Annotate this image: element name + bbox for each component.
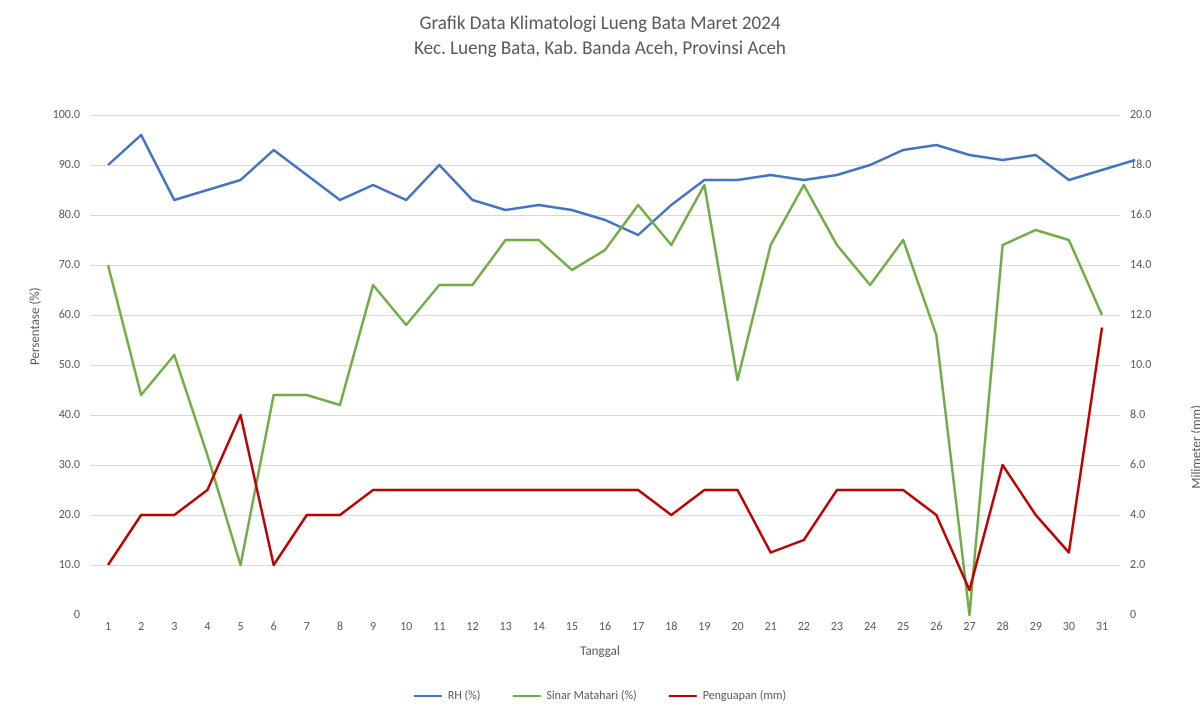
x-tick: 25 xyxy=(888,620,918,634)
legend-label: Sinar Matahari (%) xyxy=(546,689,636,703)
chart-title-line1: Grafik Data Klimatologi Lueng Bata Maret… xyxy=(420,12,781,35)
y-left-tick: 60.0 xyxy=(40,308,80,322)
x-tick: 20 xyxy=(723,620,753,634)
x-tick: 18 xyxy=(656,620,686,634)
y-right-axis-label: Milimeter (mm) xyxy=(1190,405,1200,489)
x-tick: 29 xyxy=(1021,620,1051,634)
y-left-tick: 50.0 xyxy=(40,358,80,372)
x-axis-label: Tanggal xyxy=(580,644,620,659)
x-tick: 5 xyxy=(226,620,256,634)
y-right-tick: 16.0 xyxy=(1130,208,1170,222)
x-tick: 19 xyxy=(689,620,719,634)
y-right-tick: 10.0 xyxy=(1130,358,1170,372)
legend-item: Penguapan (mm) xyxy=(669,689,786,703)
legend-label: Penguapan (mm) xyxy=(703,689,786,703)
y-right-tick: 6.0 xyxy=(1130,458,1170,472)
y-left-axis-label: Persentase (%) xyxy=(28,287,43,365)
legend-swatch xyxy=(414,695,442,697)
y-right-tick: 14.0 xyxy=(1130,258,1170,272)
x-tick: 30 xyxy=(1054,620,1084,634)
x-tick: 7 xyxy=(292,620,322,634)
legend-swatch xyxy=(669,695,697,697)
series-line xyxy=(108,135,1135,235)
x-tick: 9 xyxy=(358,620,388,634)
y-left-tick: 30.0 xyxy=(40,458,80,472)
x-tick: 28 xyxy=(988,620,1018,634)
x-tick: 12 xyxy=(457,620,487,634)
y-right-tick: 8.0 xyxy=(1130,408,1170,422)
legend-label: RH (%) xyxy=(448,689,481,703)
chart-title-line2: Kec. Lueng Bata, Kab. Banda Aceh, Provin… xyxy=(414,37,786,60)
y-left-tick: 20.0 xyxy=(40,508,80,522)
y-left-tick: 80.0 xyxy=(40,208,80,222)
x-tick: 26 xyxy=(921,620,951,634)
x-tick: 27 xyxy=(954,620,984,634)
x-tick: 3 xyxy=(159,620,189,634)
y-left-tick: 70.0 xyxy=(40,258,80,272)
y-left-tick: 90.0 xyxy=(40,158,80,172)
x-tick: 14 xyxy=(524,620,554,634)
series-line xyxy=(108,328,1102,591)
x-tick: 16 xyxy=(590,620,620,634)
x-tick: 2 xyxy=(126,620,156,634)
x-tick: 11 xyxy=(424,620,454,634)
legend-item: RH (%) xyxy=(414,689,481,703)
y-right-tick: 12.0 xyxy=(1130,308,1170,322)
y-left-tick: 10.0 xyxy=(40,558,80,572)
x-tick: 21 xyxy=(756,620,786,634)
legend-item: Sinar Matahari (%) xyxy=(512,689,636,703)
y-left-tick: 40.0 xyxy=(40,408,80,422)
x-tick: 6 xyxy=(259,620,289,634)
y-right-tick: 2.0 xyxy=(1130,558,1170,572)
x-tick: 13 xyxy=(491,620,521,634)
x-tick: 8 xyxy=(325,620,355,634)
y-left-tick: 0 xyxy=(40,608,80,622)
x-tick: 31 xyxy=(1087,620,1117,634)
x-tick: 4 xyxy=(192,620,222,634)
x-tick: 15 xyxy=(557,620,587,634)
x-tick: 1 xyxy=(93,620,123,634)
x-tick: 10 xyxy=(391,620,421,634)
y-right-tick: 0 xyxy=(1130,608,1170,622)
plot-area: 010.020.030.040.050.060.070.080.090.0100… xyxy=(90,115,1120,615)
y-right-tick: 18.0 xyxy=(1130,158,1170,172)
x-tick: 23 xyxy=(822,620,852,634)
legend: RH (%) Sinar Matahari (%) Penguapan (mm) xyxy=(414,689,786,703)
x-tick: 24 xyxy=(855,620,885,634)
chart-title: Grafik Data Klimatologi Lueng Bata Maret… xyxy=(0,0,1200,61)
y-left-tick: 100.0 xyxy=(40,108,80,122)
x-tick: 22 xyxy=(789,620,819,634)
line-series-svg xyxy=(90,115,1120,615)
legend-swatch xyxy=(512,695,540,697)
y-right-tick: 4.0 xyxy=(1130,508,1170,522)
y-right-tick: 20.0 xyxy=(1130,108,1170,122)
x-tick: 17 xyxy=(623,620,653,634)
